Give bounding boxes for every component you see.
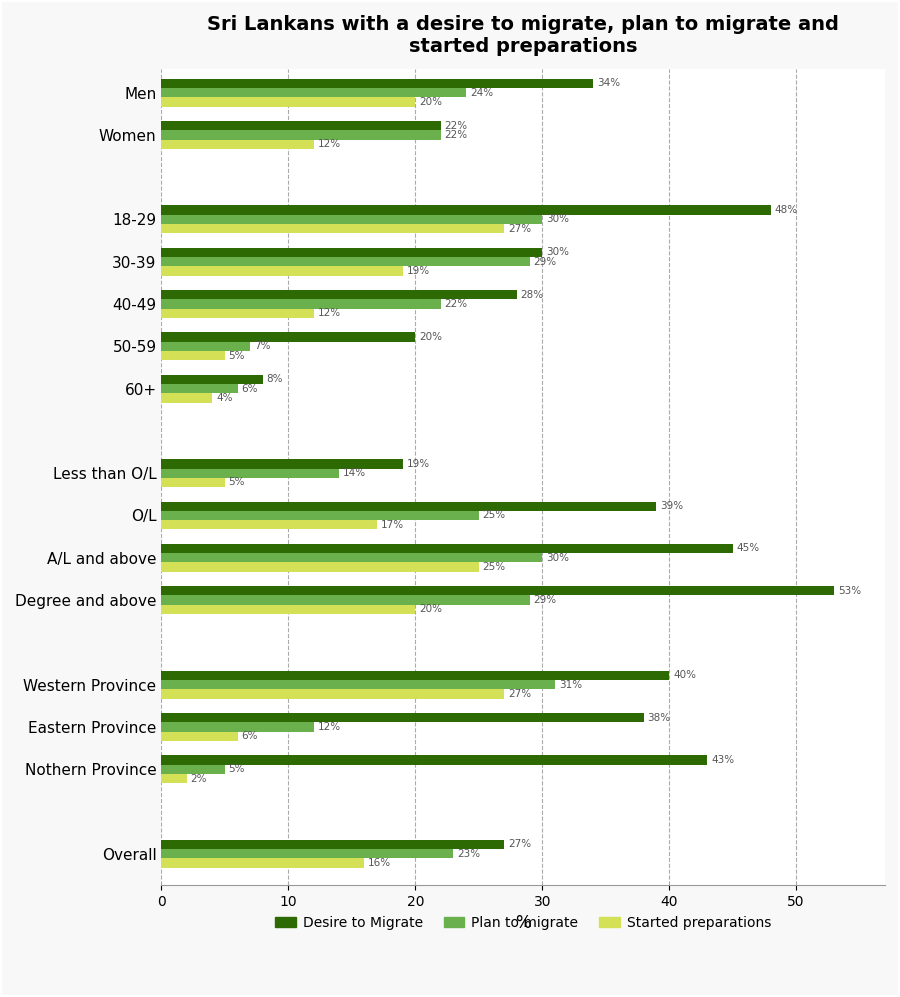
Text: 5%: 5% xyxy=(229,765,245,775)
Bar xyxy=(161,756,707,765)
Bar xyxy=(161,713,644,722)
X-axis label: %: % xyxy=(516,914,531,932)
Text: 12%: 12% xyxy=(318,140,340,150)
Bar xyxy=(161,384,238,393)
Bar xyxy=(161,257,529,266)
Text: 45%: 45% xyxy=(736,543,760,553)
Bar xyxy=(161,98,415,107)
Text: 20%: 20% xyxy=(419,604,442,614)
Bar xyxy=(161,131,441,140)
Text: 17%: 17% xyxy=(381,519,404,529)
Title: Sri Lankans with a desire to migrate, plan to migrate and
started preparations: Sri Lankans with a desire to migrate, pl… xyxy=(207,15,839,56)
Text: 5%: 5% xyxy=(229,478,245,488)
Bar xyxy=(161,299,441,309)
Bar xyxy=(161,224,504,233)
Bar xyxy=(161,140,314,149)
Text: 22%: 22% xyxy=(445,121,468,131)
Bar xyxy=(161,332,415,342)
Text: 29%: 29% xyxy=(534,256,556,267)
Text: 27%: 27% xyxy=(508,689,531,699)
Text: 12%: 12% xyxy=(318,308,340,318)
Bar xyxy=(161,266,402,276)
Bar xyxy=(161,478,225,488)
Text: 39%: 39% xyxy=(661,501,683,511)
Text: 14%: 14% xyxy=(343,469,366,479)
Bar xyxy=(161,393,212,403)
Bar xyxy=(161,351,225,360)
Bar xyxy=(161,375,263,384)
Text: 28%: 28% xyxy=(520,290,544,300)
Text: 4%: 4% xyxy=(216,393,232,403)
Bar xyxy=(161,520,377,529)
Text: 27%: 27% xyxy=(508,223,531,233)
Bar xyxy=(161,88,466,98)
Bar xyxy=(161,671,670,680)
Bar xyxy=(161,586,834,595)
Text: 5%: 5% xyxy=(229,351,245,361)
Text: 29%: 29% xyxy=(534,595,556,605)
Text: 30%: 30% xyxy=(546,247,569,257)
Bar xyxy=(161,543,733,553)
Bar xyxy=(161,605,415,614)
Bar xyxy=(161,79,593,88)
Bar xyxy=(161,722,314,732)
Text: 48%: 48% xyxy=(775,205,797,215)
Text: 27%: 27% xyxy=(508,839,531,849)
Text: 43%: 43% xyxy=(711,755,734,765)
Text: 24%: 24% xyxy=(470,88,493,98)
Text: 16%: 16% xyxy=(368,858,392,868)
Text: 6%: 6% xyxy=(241,731,257,741)
Bar xyxy=(161,858,364,867)
Text: 38%: 38% xyxy=(648,713,670,723)
Text: 22%: 22% xyxy=(445,130,468,140)
Text: 23%: 23% xyxy=(457,848,481,858)
Bar xyxy=(161,839,504,849)
Text: 25%: 25% xyxy=(482,510,506,520)
Bar xyxy=(161,290,517,299)
Legend: Desire to Migrate, Plan to migrate, Started preparations: Desire to Migrate, Plan to migrate, Star… xyxy=(269,910,777,935)
Bar xyxy=(161,849,454,858)
Bar xyxy=(161,469,339,478)
Text: 30%: 30% xyxy=(546,214,569,224)
Text: 22%: 22% xyxy=(445,299,468,309)
Text: 12%: 12% xyxy=(318,722,340,732)
Bar xyxy=(161,214,542,224)
Bar xyxy=(161,460,402,469)
Bar xyxy=(161,121,441,131)
Text: 20%: 20% xyxy=(419,332,442,342)
Text: 19%: 19% xyxy=(407,266,429,276)
Bar xyxy=(161,553,542,562)
Bar xyxy=(161,205,770,214)
Bar xyxy=(161,510,479,520)
Bar xyxy=(161,562,479,571)
Text: 34%: 34% xyxy=(597,78,620,89)
Bar xyxy=(161,501,656,510)
Bar xyxy=(161,689,504,699)
Text: 6%: 6% xyxy=(241,384,257,394)
Text: 53%: 53% xyxy=(838,586,861,596)
Text: 40%: 40% xyxy=(673,670,696,680)
Bar xyxy=(161,248,542,257)
Bar xyxy=(161,342,250,351)
Bar xyxy=(161,680,555,689)
Bar xyxy=(161,732,238,741)
Bar xyxy=(161,774,187,784)
Bar xyxy=(161,595,529,605)
Text: 20%: 20% xyxy=(419,97,442,107)
Text: 31%: 31% xyxy=(559,680,582,690)
Bar xyxy=(161,765,225,774)
Text: 2%: 2% xyxy=(191,774,207,784)
Text: 25%: 25% xyxy=(482,562,506,572)
Bar xyxy=(161,309,314,318)
Text: 30%: 30% xyxy=(546,552,569,562)
Text: 7%: 7% xyxy=(254,341,271,351)
Text: 19%: 19% xyxy=(407,459,429,469)
Text: 8%: 8% xyxy=(266,374,284,384)
